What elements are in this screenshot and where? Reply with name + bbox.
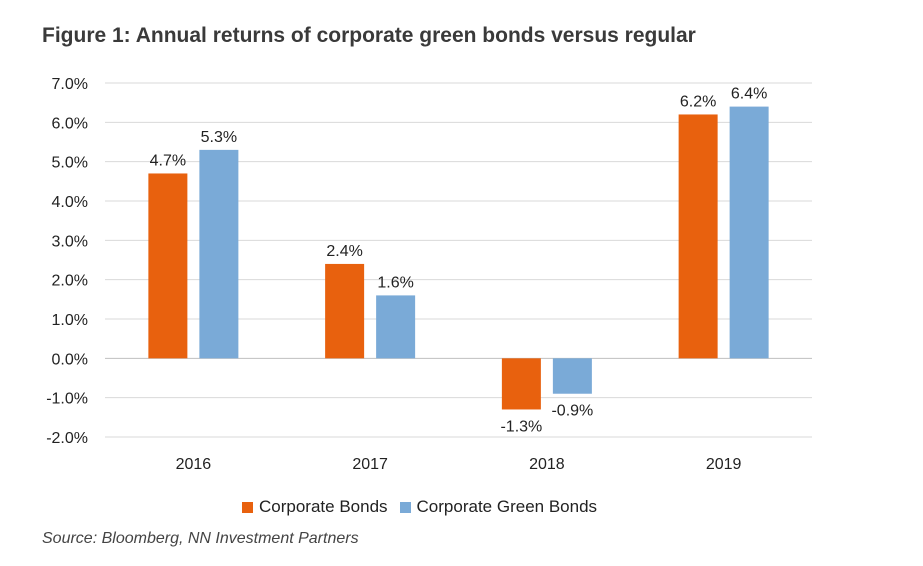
y-tick-label: 4.0%	[52, 194, 88, 211]
bar-corporate-green-bonds	[729, 106, 769, 359]
legend: Corporate Bonds Corporate Green Bonds	[242, 497, 609, 517]
y-tick-label: 2.0%	[52, 273, 88, 290]
bar-corporate-bonds	[501, 358, 541, 410]
y-tick-label: 0.0%	[52, 351, 88, 368]
y-tick-label: -2.0%	[46, 430, 88, 447]
data-label: 5.3%	[201, 129, 237, 146]
chart-title: Figure 1: Annual returns of corporate gr…	[42, 24, 696, 47]
legend-label-corporate-bonds: Corporate Bonds	[259, 497, 388, 516]
data-label: -0.9%	[551, 403, 593, 420]
bar-corporate-green-bonds	[199, 149, 239, 359]
x-tick-label: 2016	[176, 456, 212, 473]
bar-corporate-bonds	[678, 114, 718, 359]
bar-corporate-green-bonds	[552, 358, 592, 394]
data-label: -1.3%	[500, 418, 542, 435]
y-tick-label: 7.0%	[52, 76, 88, 93]
y-tick-label: -1.0%	[46, 391, 88, 408]
x-tick-label: 2018	[529, 456, 565, 473]
bar-corporate-green-bonds	[376, 295, 416, 359]
legend-item-corporate-green-bonds: Corporate Green Bonds	[399, 497, 598, 517]
data-label: 6.2%	[680, 93, 716, 110]
legend-label-corporate-green-bonds: Corporate Green Bonds	[416, 497, 598, 516]
data-label: 2.4%	[326, 243, 362, 260]
y-tick-label: 6.0%	[52, 115, 88, 132]
data-label: 6.4%	[731, 86, 767, 103]
x-tick-label: 2017	[352, 456, 388, 473]
legend-item-corporate-bonds: Corporate Bonds	[242, 497, 388, 517]
data-label: 4.7%	[150, 152, 186, 169]
bar-corporate-bonds	[148, 173, 188, 359]
legend-swatch-corporate-green-bonds	[399, 501, 411, 513]
data-label: 1.6%	[377, 274, 413, 291]
y-tick-label: 1.0%	[52, 312, 88, 329]
source-note: Source: Bloomberg, NN Investment Partner…	[42, 530, 359, 547]
y-tick-label: 3.0%	[52, 233, 88, 250]
legend-swatch-corporate-bonds	[242, 501, 253, 513]
bar-corporate-bonds	[325, 263, 365, 359]
x-tick-label: 2019	[706, 456, 742, 473]
y-tick-label: 5.0%	[52, 155, 88, 172]
